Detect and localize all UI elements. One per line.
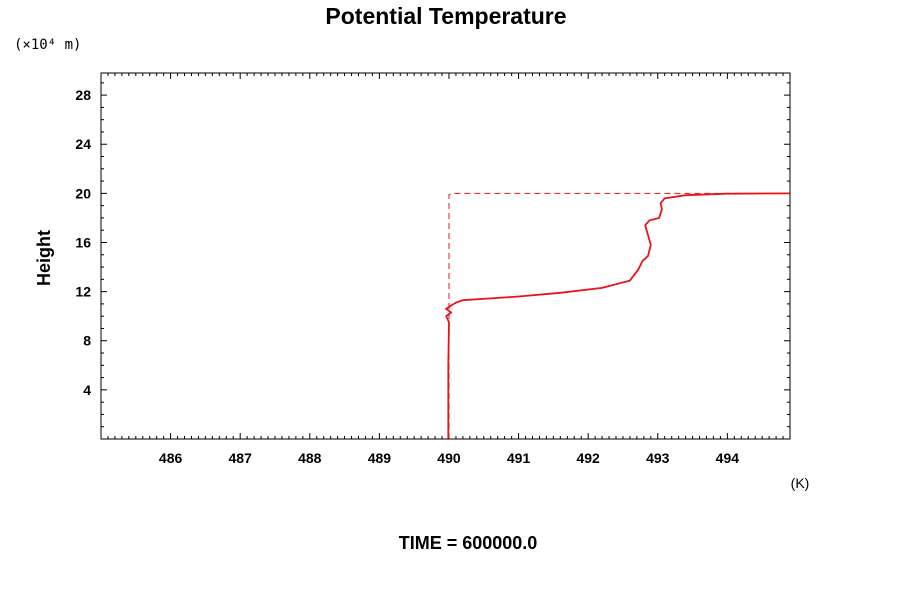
time-label: TIME = 600000.0 [399, 533, 538, 553]
chart-title: Potential Temperature [325, 3, 566, 29]
data-series [444, 192, 791, 439]
y-tick-label: 16 [75, 234, 91, 250]
x-tick-label: 490 [437, 450, 461, 466]
solid-profile-line [444, 192, 791, 439]
plot-frame [100, 72, 791, 440]
x-tick-label: 492 [576, 450, 600, 466]
axis-tick-labels: 486 487 488 489 490 491 492 493 494 4 8 12 16 20 24 28 [75, 87, 739, 466]
x-tick-label: 494 [716, 450, 740, 466]
x-tick-label: 487 [229, 450, 253, 466]
x-axis-unit: (K) [791, 475, 810, 491]
y-tick-label: 12 [75, 284, 91, 300]
y-axis-label: Height [34, 230, 54, 286]
x-tick-label: 488 [298, 450, 322, 466]
y-axis-unit: (×10⁴ m) [14, 37, 81, 53]
y-tick-label: 20 [75, 185, 91, 201]
x-tick-label: 491 [507, 450, 531, 466]
y-tick-label: 8 [83, 333, 91, 349]
x-tick-label: 489 [368, 450, 392, 466]
y-tick-label: 28 [75, 87, 91, 103]
y-tick-label: 4 [83, 382, 91, 398]
x-tick-label: 486 [159, 450, 183, 466]
dashed-profile-line [448, 192, 790, 439]
y-tick-label: 24 [75, 136, 91, 152]
x-tick-label: 493 [646, 450, 670, 466]
axis-ticks [100, 73, 791, 439]
